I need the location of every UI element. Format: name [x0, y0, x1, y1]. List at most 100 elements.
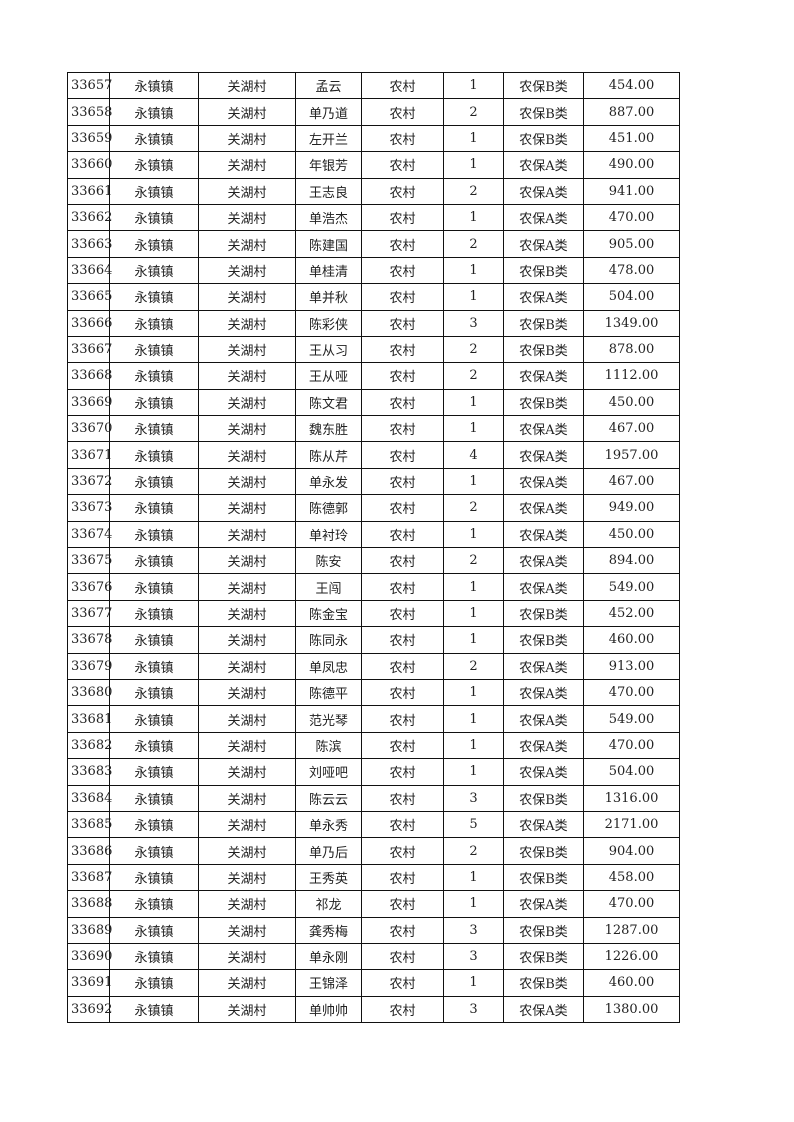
record-id-cell: 33657	[67, 71, 112, 100]
insurance-category-cell: 农保B类	[503, 626, 584, 654]
village-cell: 关湖村	[198, 731, 296, 760]
person-name-cell: 王锦泽	[295, 969, 362, 997]
amount-cell: 452.00	[583, 599, 680, 628]
household-type-cell: 农村	[361, 942, 444, 971]
table-row: 33688 永镇镇 关湖村 祁龙 农村 1 农保A类 470.00	[67, 890, 680, 918]
town-cell: 永镇镇	[109, 71, 199, 100]
record-id-cell: 33675	[67, 547, 112, 575]
household-type-cell: 农村	[361, 71, 444, 100]
insurance-category-cell: 农保A类	[503, 652, 584, 680]
household-type-cell: 农村	[361, 652, 444, 680]
table-row: 33679 永镇镇 关湖村 单凤忠 农村 2 农保A类 913.00	[67, 652, 680, 680]
member-count-cell: 1	[443, 599, 504, 628]
table-row: 33670 永镇镇 关湖村 魏东胜 农村 1 农保A类 467.00	[67, 415, 680, 443]
village-cell: 关湖村	[198, 705, 296, 733]
person-name-cell: 单永刚	[295, 942, 362, 971]
member-count-cell: 5	[443, 810, 504, 839]
member-count-cell: 1	[443, 283, 504, 311]
town-cell: 永镇镇	[109, 784, 199, 812]
insurance-category-cell: 农保B类	[503, 256, 584, 285]
member-count-cell: 1	[443, 467, 504, 496]
member-count-cell: 2	[443, 177, 504, 205]
table-row: 33680 永镇镇 关湖村 陈德平 农村 1 农保A类 470.00	[67, 678, 680, 707]
record-id-cell: 33682	[67, 731, 112, 760]
record-id-cell: 33660	[67, 151, 112, 179]
town-cell: 永镇镇	[109, 415, 199, 443]
insurance-category-cell: 农保A类	[503, 467, 584, 496]
member-count-cell: 1	[443, 151, 504, 179]
amount-cell: 949.00	[583, 494, 680, 522]
insurance-category-cell: 农保A类	[503, 547, 584, 575]
amount-cell: 1316.00	[583, 784, 680, 812]
record-id-cell: 33681	[67, 705, 112, 733]
household-type-cell: 农村	[361, 599, 444, 628]
household-type-cell: 农村	[361, 573, 444, 601]
person-name-cell: 王秀英	[295, 863, 362, 892]
amount-cell: 941.00	[583, 177, 680, 205]
table-row: 33672 永镇镇 关湖村 单永发 农村 1 农保A类 467.00	[67, 467, 680, 496]
person-name-cell: 陈安	[295, 547, 362, 575]
household-type-cell: 农村	[361, 388, 444, 417]
insurance-category-cell: 农保A类	[503, 810, 584, 839]
amount-cell: 504.00	[583, 758, 680, 786]
table-row: 33671 永镇镇 关湖村 陈从芹 农村 4 农保A类 1957.00	[67, 441, 680, 469]
person-name-cell: 单帅帅	[295, 995, 362, 1024]
town-cell: 永镇镇	[109, 995, 199, 1024]
person-name-cell: 范光琴	[295, 705, 362, 733]
household-type-cell: 农村	[361, 678, 444, 707]
member-count-cell: 3	[443, 942, 504, 971]
table-row: 33664 永镇镇 关湖村 单桂清 农村 1 农保B类 478.00	[67, 256, 680, 285]
town-cell: 永镇镇	[109, 256, 199, 285]
record-id-cell: 33686	[67, 837, 112, 865]
village-cell: 关湖村	[198, 71, 296, 100]
record-id-cell: 33667	[67, 335, 112, 364]
record-id-cell: 33664	[67, 256, 112, 285]
village-cell: 关湖村	[198, 652, 296, 680]
town-cell: 永镇镇	[109, 837, 199, 865]
record-id-cell: 33689	[67, 916, 112, 944]
table-row: 33674 永镇镇 关湖村 单衬玲 农村 1 农保A类 450.00	[67, 520, 680, 549]
member-count-cell: 1	[443, 969, 504, 997]
village-cell: 关湖村	[198, 124, 296, 153]
member-count-cell: 2	[443, 98, 504, 126]
record-id-cell: 33659	[67, 124, 112, 153]
village-cell: 关湖村	[198, 599, 296, 628]
village-cell: 关湖村	[198, 995, 296, 1024]
record-id-cell: 33671	[67, 441, 112, 469]
village-cell: 关湖村	[198, 916, 296, 944]
table-row: 33687 永镇镇 关湖村 王秀英 农村 1 农保B类 458.00	[67, 863, 680, 892]
amount-cell: 450.00	[583, 388, 680, 417]
record-id-cell: 33672	[67, 467, 112, 496]
person-name-cell: 陈德郭	[295, 494, 362, 522]
member-count-cell: 1	[443, 71, 504, 100]
household-type-cell: 农村	[361, 494, 444, 522]
record-id-cell: 33691	[67, 969, 112, 997]
table-row: 33681 永镇镇 关湖村 范光琴 农村 1 农保A类 549.00	[67, 705, 680, 733]
amount-cell: 470.00	[583, 203, 680, 232]
household-type-cell: 农村	[361, 547, 444, 575]
member-count-cell: 1	[443, 573, 504, 601]
town-cell: 永镇镇	[109, 731, 199, 760]
table-row: 33658 永镇镇 关湖村 单乃道 农村 2 农保B类 887.00	[67, 98, 680, 126]
village-cell: 关湖村	[198, 784, 296, 812]
table-row: 33660 永镇镇 关湖村 年银芳 农村 1 农保A类 490.00	[67, 151, 680, 179]
insurance-category-cell: 农保B类	[503, 837, 584, 865]
person-name-cell: 年银芳	[295, 151, 362, 179]
household-type-cell: 农村	[361, 705, 444, 733]
household-type-cell: 农村	[361, 467, 444, 496]
table-row: 33684 永镇镇 关湖村 陈云云 农村 3 农保B类 1316.00	[67, 784, 680, 812]
village-cell: 关湖村	[198, 335, 296, 364]
household-type-cell: 农村	[361, 124, 444, 153]
record-id-cell: 33692	[67, 995, 112, 1024]
insurance-category-cell: 农保A类	[503, 283, 584, 311]
insurance-category-cell: 农保A类	[503, 415, 584, 443]
insurance-category-cell: 农保A类	[503, 362, 584, 390]
record-id-cell: 33661	[67, 177, 112, 205]
person-name-cell: 单乃后	[295, 837, 362, 865]
table-row: 33678 永镇镇 关湖村 陈同永 农村 1 农保B类 460.00	[67, 626, 680, 654]
table-row: 33669 永镇镇 关湖村 陈文君 农村 1 农保B类 450.00	[67, 388, 680, 417]
town-cell: 永镇镇	[109, 151, 199, 179]
insurance-category-cell: 农保B类	[503, 599, 584, 628]
record-id-cell: 33683	[67, 758, 112, 786]
table-row: 33667 永镇镇 关湖村 王从习 农村 2 农保B类 878.00	[67, 335, 680, 364]
